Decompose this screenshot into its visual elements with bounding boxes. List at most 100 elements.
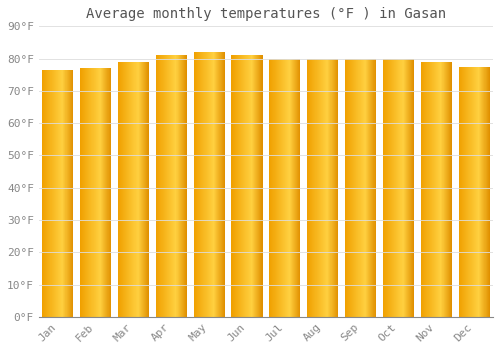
Bar — [458, 66, 459, 317]
Bar — [439, 62, 440, 317]
Bar — [63, 70, 64, 317]
Bar — [297, 58, 298, 317]
Bar — [163, 55, 164, 317]
Bar — [437, 62, 438, 317]
Bar — [103, 68, 104, 317]
Bar — [433, 62, 434, 317]
Bar — [409, 58, 410, 317]
Bar — [248, 55, 249, 317]
Bar — [91, 68, 92, 317]
Bar — [478, 66, 479, 317]
Bar — [405, 58, 406, 317]
Bar — [313, 58, 314, 317]
Bar — [451, 62, 452, 317]
Bar — [432, 62, 433, 317]
Bar — [430, 62, 431, 317]
Bar — [401, 58, 402, 317]
Bar — [345, 58, 346, 317]
Bar — [323, 58, 324, 317]
Bar — [46, 70, 47, 317]
Bar — [105, 68, 106, 317]
Bar — [237, 55, 238, 317]
Bar — [360, 58, 361, 317]
Bar — [48, 70, 49, 317]
Bar — [239, 55, 240, 317]
Bar — [383, 58, 384, 317]
Bar — [88, 68, 89, 317]
Bar — [184, 55, 186, 317]
Bar — [210, 52, 211, 317]
Bar — [146, 62, 147, 317]
Bar — [176, 55, 177, 317]
Bar — [94, 68, 95, 317]
Bar — [348, 58, 349, 317]
Bar — [357, 58, 358, 317]
Bar — [307, 58, 308, 317]
Bar — [68, 70, 69, 317]
Bar — [364, 58, 365, 317]
Bar — [104, 68, 105, 317]
Bar — [449, 62, 450, 317]
Bar — [373, 58, 374, 317]
Bar — [128, 62, 129, 317]
Bar — [207, 52, 208, 317]
Bar — [212, 52, 213, 317]
Bar — [390, 58, 391, 317]
Bar — [144, 62, 145, 317]
Bar — [291, 58, 292, 317]
Bar — [403, 58, 404, 317]
Bar — [359, 58, 360, 317]
Bar — [369, 58, 370, 317]
Bar — [142, 62, 143, 317]
Bar — [80, 68, 81, 317]
Bar — [289, 58, 290, 317]
Bar — [101, 68, 102, 317]
Bar — [293, 58, 294, 317]
Bar — [120, 62, 121, 317]
Bar — [133, 62, 134, 317]
Bar — [426, 62, 427, 317]
Bar — [61, 70, 62, 317]
Bar — [216, 52, 217, 317]
Bar — [166, 55, 167, 317]
Bar — [347, 58, 348, 317]
Bar — [320, 58, 321, 317]
Bar — [467, 66, 468, 317]
Bar — [201, 52, 202, 317]
Bar — [214, 52, 215, 317]
Bar — [134, 62, 135, 317]
Bar — [204, 52, 205, 317]
Bar — [86, 68, 87, 317]
Bar — [136, 62, 137, 317]
Bar — [159, 55, 160, 317]
Bar — [427, 62, 428, 317]
Bar — [423, 62, 424, 317]
Bar — [471, 66, 472, 317]
Bar — [459, 66, 460, 317]
Bar — [387, 58, 388, 317]
Bar — [326, 58, 327, 317]
Bar — [438, 62, 439, 317]
Bar — [386, 58, 387, 317]
Bar — [422, 62, 423, 317]
Bar — [460, 66, 461, 317]
Bar — [244, 55, 245, 317]
Bar — [287, 58, 288, 317]
Bar — [252, 55, 253, 317]
Bar — [483, 66, 484, 317]
Bar — [220, 52, 221, 317]
Bar — [42, 70, 43, 317]
Bar — [49, 70, 50, 317]
Bar — [318, 58, 319, 317]
Bar — [206, 52, 207, 317]
Bar — [257, 55, 258, 317]
Bar — [481, 66, 482, 317]
Bar — [447, 62, 448, 317]
Bar — [424, 62, 425, 317]
Bar — [322, 58, 323, 317]
Bar — [335, 58, 336, 317]
Bar — [83, 68, 84, 317]
Bar — [466, 66, 467, 317]
Bar — [178, 55, 179, 317]
Bar — [164, 55, 165, 317]
